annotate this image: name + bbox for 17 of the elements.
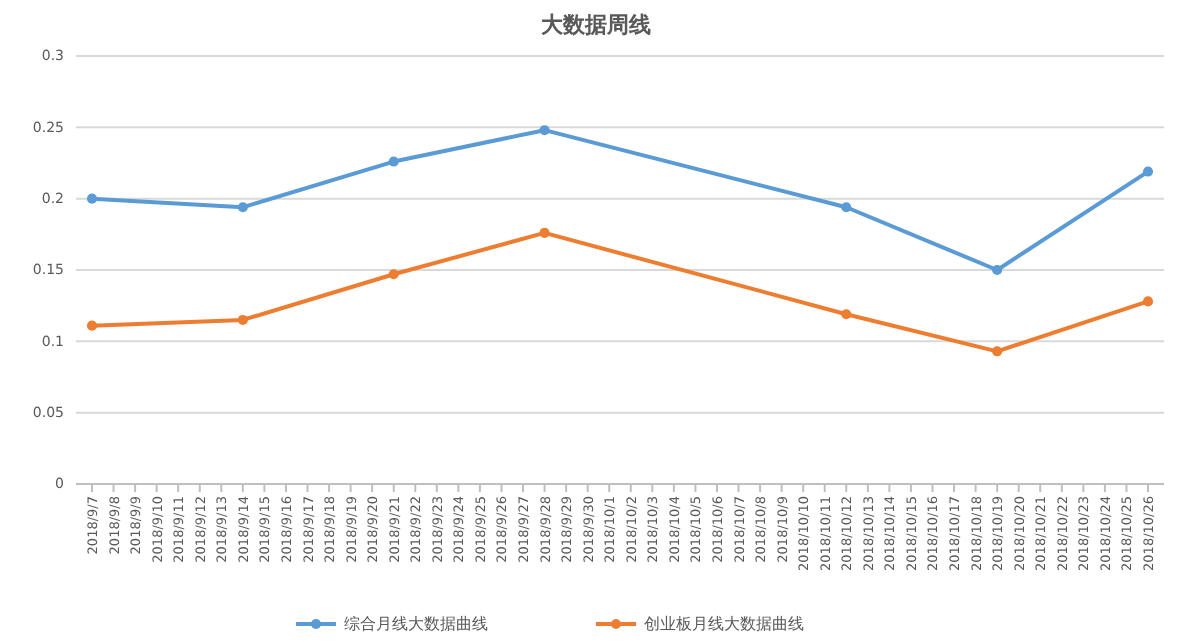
point: [237, 314, 248, 325]
chart-title: 大数据周线: [541, 12, 651, 38]
point: [992, 346, 1003, 357]
point: [1142, 166, 1154, 177]
point: [1142, 296, 1154, 307]
point: [388, 156, 399, 167]
point: [841, 309, 852, 320]
legend-label: 综合月线大数据曲线: [344, 615, 488, 634]
point: [86, 320, 98, 331]
point: [539, 125, 550, 136]
point: [388, 269, 399, 280]
point: [539, 227, 550, 238]
point: [237, 202, 248, 213]
legend-label: 创业板月线大数据曲线: [644, 615, 804, 634]
point: [992, 264, 1003, 276]
point: [841, 202, 852, 213]
point: [86, 193, 98, 204]
